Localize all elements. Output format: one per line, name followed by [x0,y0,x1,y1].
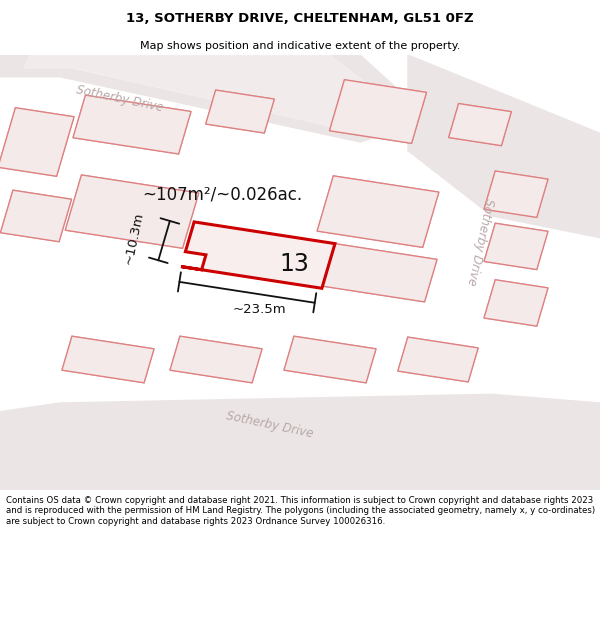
Text: Map shows position and indicative extent of the property.: Map shows position and indicative extent… [140,41,460,51]
Bar [449,104,511,146]
Bar [0,107,74,176]
Bar [484,223,548,269]
Polygon shape [408,55,600,238]
Polygon shape [181,222,335,288]
Bar [206,90,274,133]
Bar [62,336,154,383]
Bar [317,176,439,248]
Text: ~10.3m: ~10.3m [122,211,146,266]
Bar [73,95,191,154]
Bar [484,280,548,326]
Text: Sotherby Drive: Sotherby Drive [226,409,314,441]
Bar [319,243,437,302]
Bar [0,107,74,176]
Bar [329,80,427,143]
Bar [484,171,548,217]
Text: ~107m²/~0.026ac.: ~107m²/~0.026ac. [142,185,302,203]
Bar [1,190,71,242]
Bar [206,90,274,133]
Bar [284,336,376,383]
Bar [484,223,548,269]
Bar [170,336,262,383]
Bar [62,336,154,383]
Text: Sotherby Drive: Sotherby Drive [464,198,496,287]
Bar [319,243,437,302]
Bar [73,95,191,154]
Polygon shape [0,55,432,142]
Polygon shape [0,394,600,490]
Bar [284,336,376,383]
Bar [329,80,427,143]
Bar [317,176,439,248]
Bar [449,104,511,146]
Text: Sotherby Drive: Sotherby Drive [76,83,164,114]
Text: 13, SOTHERBY DRIVE, CHELTENHAM, GL51 0FZ: 13, SOTHERBY DRIVE, CHELTENHAM, GL51 0FZ [126,12,474,25]
Bar [170,336,262,383]
Bar [398,337,478,382]
Bar [65,175,199,248]
Polygon shape [24,55,402,129]
Bar [1,190,71,242]
Text: Contains OS data © Crown copyright and database right 2021. This information is : Contains OS data © Crown copyright and d… [6,496,595,526]
Text: ~23.5m: ~23.5m [232,303,286,316]
Bar [65,175,199,248]
Bar [484,280,548,326]
Bar [484,171,548,217]
Bar [398,337,478,382]
Text: 13: 13 [279,252,309,276]
